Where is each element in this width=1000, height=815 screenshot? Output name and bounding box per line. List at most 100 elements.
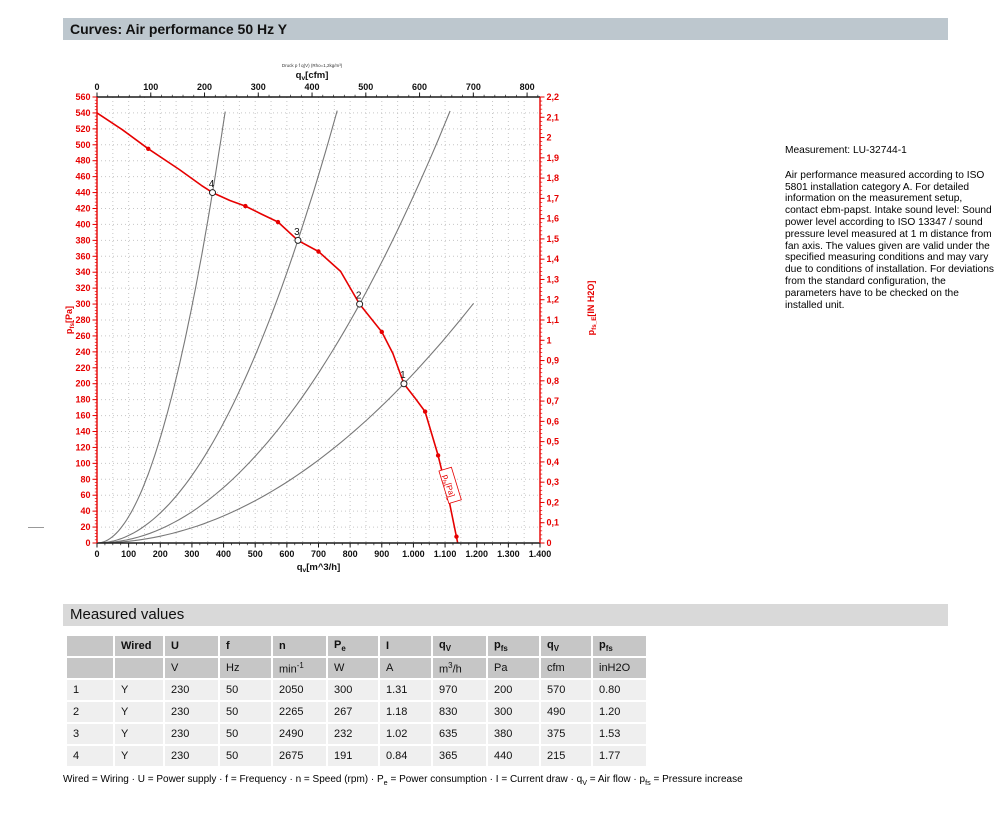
table-cell: 200 [488,680,539,700]
table-cell: 1.53 [593,724,646,744]
table-cell: Wired [115,636,163,656]
table-cell: Y [115,680,163,700]
table-cell: 300 [488,702,539,722]
operating-point-3 [294,236,302,244]
svg-text:2,1: 2,1 [547,112,560,122]
svg-text:0,5: 0,5 [547,437,560,447]
table-cell: 0.80 [593,680,646,700]
svg-text:0,2: 0,2 [547,497,560,507]
svg-text:300: 300 [251,82,266,92]
svg-text:0,9: 0,9 [547,356,560,366]
svg-text:900: 900 [374,549,389,559]
air-performance-chart: 1 2 3 4 0 20 40 60 80 100 120 140 160 180 200 220 240 260… [60,50,620,585]
svg-text:0,4: 0,4 [547,457,560,467]
measurement-id: Measurement: LU-32744-1 [785,145,907,156]
table-cell: min-1 [273,658,326,678]
svg-text:140: 140 [75,427,90,437]
table-cell: 1.18 [380,702,431,722]
table-cell: qV [433,636,486,656]
right-axis: 0 0,1 0,2 0,3 0,4 0,5 0,6 0,7 0,8 0,9 1 1,1 1,2 1,3 1,… [540,92,598,548]
table-cell: 2675 [273,746,326,766]
svg-text:440: 440 [75,188,90,198]
table-cell: 830 [433,702,486,722]
table-cell: 2050 [273,680,326,700]
top-axis: 0 100 200 300 400 500 600 700 800 qv[cfm] Druck p … [94,63,539,97]
table-cell: I [380,636,431,656]
svg-text:1: 1 [547,335,552,345]
system-curve [96,110,338,544]
top-axis-title: qv[cfm] [296,70,329,82]
svg-text:120: 120 [75,442,90,452]
svg-text:0,6: 0,6 [547,416,560,426]
system-curve [96,302,475,544]
svg-text:100: 100 [143,82,158,92]
svg-text:500: 500 [248,549,263,559]
svg-text:400: 400 [75,219,90,229]
table-cell: 215 [541,746,591,766]
svg-text:0: 0 [85,538,90,548]
svg-text:200: 200 [197,82,212,92]
svg-text:1,9: 1,9 [547,153,560,163]
table-cell [67,658,113,678]
table-cell [67,636,113,656]
svg-text:1.000: 1.000 [402,549,425,559]
table-cell: Pa [488,658,539,678]
svg-text:pfs[Pa]: pfs[Pa] [439,473,456,498]
page-margin-mark [28,527,44,528]
svg-text:2: 2 [547,133,552,143]
table-cell: 230 [165,724,218,744]
table-legend: Wired = Wiring · U = Power supply · f = … [63,774,743,787]
right-axis-title: pfs_E[IN H2O] [586,281,598,336]
table-cell: 50 [220,746,271,766]
svg-text:240: 240 [75,347,90,357]
table-cell: 4 [67,746,113,766]
svg-text:300: 300 [184,549,199,559]
bottom-axis-title: qv[m^3/h] [297,562,341,574]
operating-point-label: 4 [209,179,215,190]
fan-curve [96,112,459,544]
table-cell: Hz [220,658,271,678]
left-axis-title: pfs[Pa] [64,306,76,334]
svg-text:1,2: 1,2 [547,295,560,305]
operating-point-label: 1 [400,370,406,381]
table-cell: 50 [220,702,271,722]
table-cell: W [328,658,378,678]
table-cell: 300 [328,680,378,700]
svg-text:340: 340 [75,267,90,277]
table-cell: U [165,636,218,656]
table-cell: qV [541,636,591,656]
svg-text:200: 200 [153,549,168,559]
table-cell: cfm [541,658,591,678]
svg-text:400: 400 [305,82,320,92]
left-axis: 0 20 40 60 80 100 120 140 160 180 200 220 240 260 280 3… [64,92,97,548]
svg-text:0,7: 0,7 [547,396,560,406]
table-cell: 380 [488,724,539,744]
svg-text:360: 360 [75,251,90,261]
table-cell: pfs [488,636,539,656]
svg-text:280: 280 [75,315,90,325]
table-cell: f [220,636,271,656]
svg-text:800: 800 [343,549,358,559]
chart-svg: 1234020406080100120140160180200220240260… [64,63,598,574]
svg-text:300: 300 [75,299,90,309]
chart-note: Druck p f q(V) (Rho=1,2kg/m³) [282,63,343,68]
svg-text:1,4: 1,4 [547,254,560,264]
table-cell: 267 [328,702,378,722]
table-cell: 635 [433,724,486,744]
table-cell: Pe [328,636,378,656]
svg-text:1.300: 1.300 [497,549,520,559]
svg-text:420: 420 [75,204,90,214]
table-cell: V [165,658,218,678]
table-cell: 1.31 [380,680,431,700]
svg-text:20: 20 [80,522,90,532]
table-cell: 0.84 [380,746,431,766]
table-cell: m3/h [433,658,486,678]
table-cell: 2 [67,702,113,722]
svg-text:1.200: 1.200 [465,549,488,559]
svg-text:320: 320 [75,283,90,293]
svg-text:160: 160 [75,411,90,421]
table-cell: pfs [593,636,646,656]
table-cell: 2490 [273,724,326,744]
table-cell: 232 [328,724,378,744]
